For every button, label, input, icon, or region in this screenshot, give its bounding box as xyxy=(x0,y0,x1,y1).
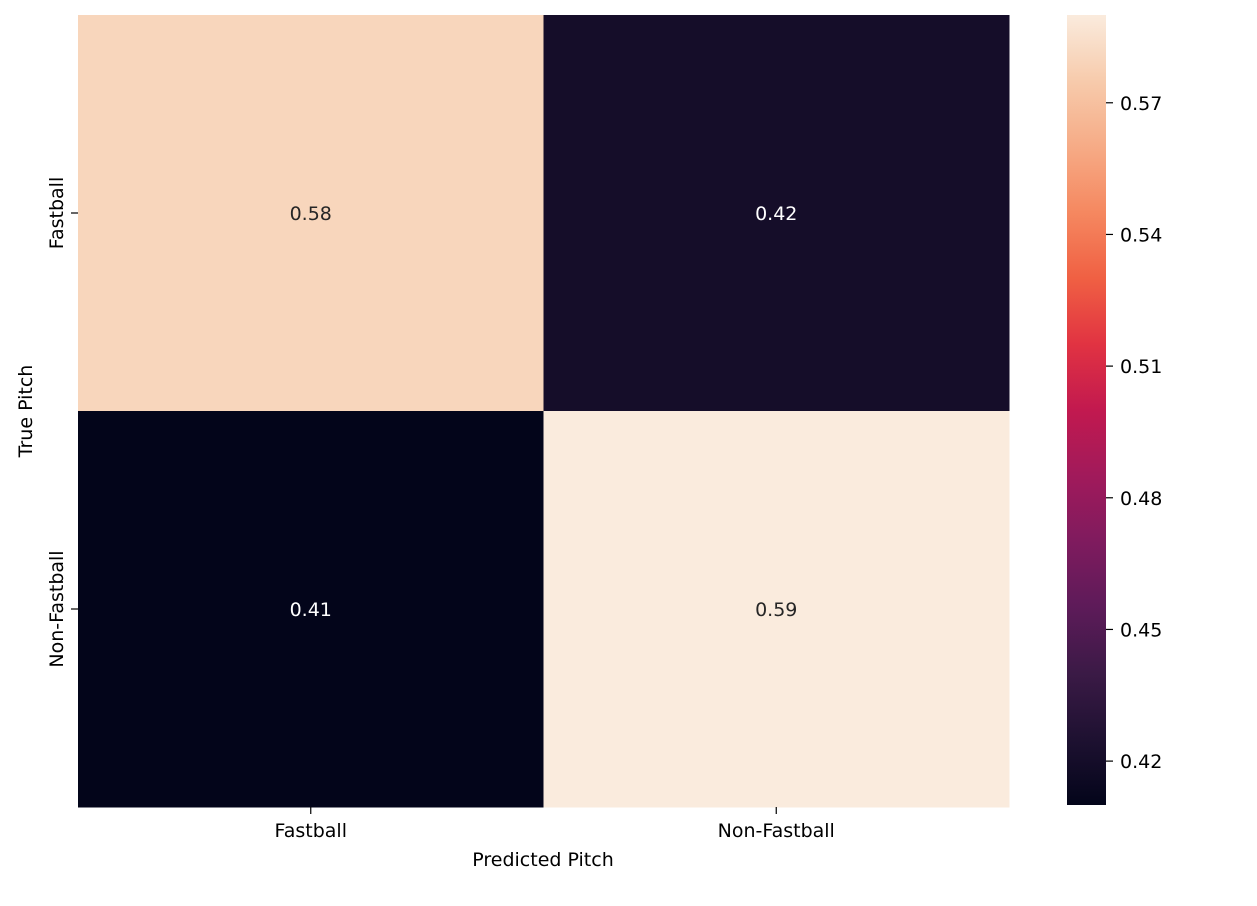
y-axis-label: True Pitch xyxy=(15,365,37,459)
x-axis-ticks: Fastball Non-Fastball xyxy=(275,807,835,842)
heatmap-cell xyxy=(78,15,544,412)
colorbar-tick-label: 0.54 xyxy=(1120,224,1162,246)
cell-annotation: 0.58 xyxy=(290,203,332,225)
colorbar-tick-label: 0.51 xyxy=(1120,356,1162,378)
x-tick-label: Fastball xyxy=(275,820,347,842)
y-axis-ticks: Fastball Non-Fastball xyxy=(46,177,78,668)
colorbar-gradient xyxy=(1067,15,1106,805)
colorbar-tick-label: 0.48 xyxy=(1120,488,1162,510)
colorbar-tick-label: 0.57 xyxy=(1120,93,1162,115)
y-tick-label: Fastball xyxy=(46,177,68,249)
colorbar-ticks: 0.42 0.45 0.48 0.51 0.54 0.57 xyxy=(1106,93,1162,773)
y-tick-label: Non-Fastball xyxy=(46,550,68,667)
cell-annotation: 0.42 xyxy=(755,203,797,225)
colorbar-tick-label: 0.45 xyxy=(1120,619,1162,641)
colorbar xyxy=(1067,15,1106,805)
x-tick-label: Non-Fastball xyxy=(718,820,835,842)
colorbar-tick-label: 0.42 xyxy=(1120,751,1162,773)
heatmap-cell xyxy=(543,411,1010,808)
heatmap-cell xyxy=(543,15,1010,412)
heatmap-cell xyxy=(78,411,544,808)
cell-annotations: 0.58 0.42 0.41 0.59 xyxy=(290,203,798,621)
cell-annotation: 0.59 xyxy=(755,599,797,621)
cell-annotation: 0.41 xyxy=(290,599,332,621)
heatmap-cells xyxy=(78,15,1010,808)
x-axis-label: Predicted Pitch xyxy=(472,849,614,871)
